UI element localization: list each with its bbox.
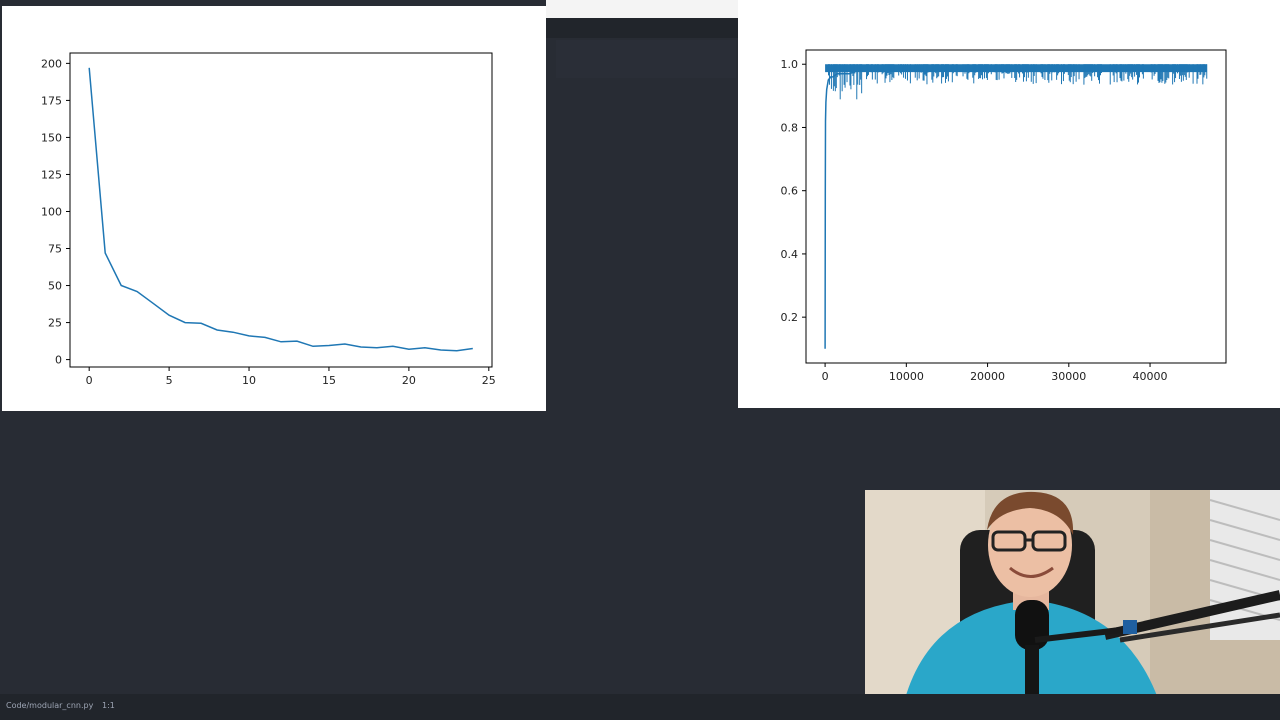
x-tick-label: 20000 xyxy=(970,370,1005,383)
y-tick-label: 0.6 xyxy=(781,185,799,198)
series-noise-band xyxy=(825,64,1208,100)
x-tick-label: 10 xyxy=(242,374,256,387)
y-tick-label: 100 xyxy=(41,205,62,218)
loss-plot: 0 5 10 15 20 25 0 25 50 75 100 125 150 175 200 xyxy=(41,52,496,387)
y-tick-label: 25 xyxy=(48,317,62,330)
accuracy-plot-window[interactable]: 0 10000 20000 30000 40000 0.2 0.4 0.6 0.8 1.0 xyxy=(738,0,1280,408)
status-cursor-position[interactable]: 1:1 xyxy=(102,701,115,710)
x-tick-label: 5 xyxy=(166,374,173,387)
y-tick-label: 175 xyxy=(41,94,62,107)
x-tick-label: 10000 xyxy=(889,370,924,383)
loss-plot-window[interactable]: 0 5 10 15 20 25 0 25 50 75 100 125 150 175 200 xyxy=(2,6,546,411)
plot-frame xyxy=(805,49,1227,364)
y-tick-label: 0.4 xyxy=(781,248,799,261)
x-tick-label: 20 xyxy=(402,374,416,387)
y-tick-label: 125 xyxy=(41,168,62,181)
x-tick-label: 0 xyxy=(86,374,93,387)
webcam-overlay xyxy=(865,490,1280,720)
y-tick-label: 1.0 xyxy=(781,58,799,71)
editor-top-bar xyxy=(546,0,738,18)
status-bar: Code/modular_cnn.py 1:1 xyxy=(0,694,1280,720)
y-tick-label: 0.2 xyxy=(781,311,799,324)
y-tick-label: 0 xyxy=(55,354,62,367)
editor-tab-strip xyxy=(546,18,738,38)
editor-text-placeholder xyxy=(556,40,736,78)
x-tick-label: 0 xyxy=(822,370,829,383)
x-tick-label: 15 xyxy=(322,374,336,387)
accuracy-plot: 0 10000 20000 30000 40000 0.2 0.4 0.6 0.8 1.0 xyxy=(781,49,1227,383)
y-tick-label: 50 xyxy=(48,280,62,293)
webcam-person-icon xyxy=(865,490,1280,720)
x-tick-label: 25 xyxy=(482,374,496,387)
y-tick-label: 0.8 xyxy=(781,121,799,134)
status-file-path[interactable]: Code/modular_cnn.py xyxy=(6,701,94,710)
x-tick-label: 40000 xyxy=(1133,370,1168,383)
series-line xyxy=(88,67,473,352)
plot-frame xyxy=(69,52,493,368)
y-tick-label: 75 xyxy=(48,243,62,256)
y-tick-label: 150 xyxy=(41,131,62,144)
x-tick-label: 30000 xyxy=(1051,370,1086,383)
y-tick-label: 200 xyxy=(41,57,62,70)
series-line xyxy=(824,66,1207,349)
